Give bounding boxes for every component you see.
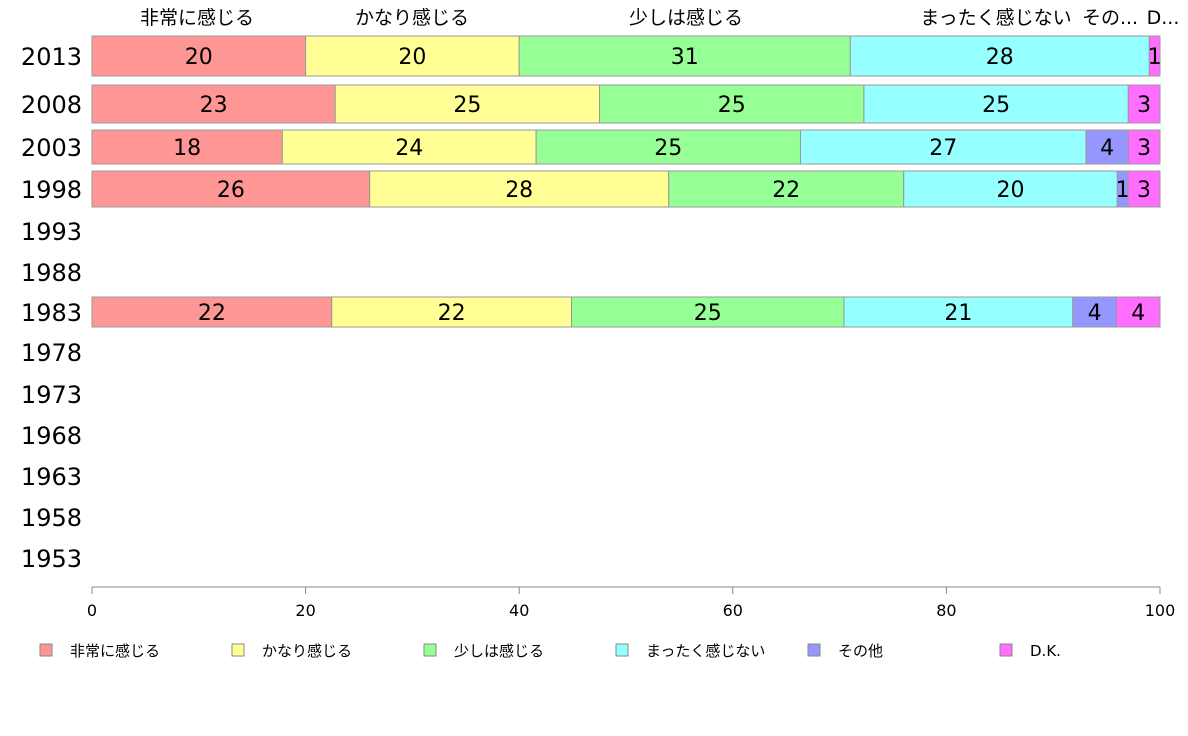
bar-segment (1115, 296, 1161, 328)
year-label: 1993 (21, 218, 82, 246)
year-label: 1983 (21, 299, 82, 327)
bar-segment (571, 296, 845, 328)
legend-swatch (423, 643, 437, 657)
legend-label: その他 (838, 642, 883, 660)
bar-segment (331, 296, 573, 328)
x-tick-label: 20 (295, 601, 315, 620)
year-label: 1958 (21, 504, 82, 532)
bar-segment (91, 84, 336, 124)
bar-segment (843, 296, 1074, 328)
legend-swatch (807, 643, 821, 657)
data-label: 27 (929, 136, 957, 161)
data-label: 4 (1131, 301, 1145, 326)
year-label: 2008 (21, 91, 82, 119)
bar-segment (1127, 84, 1161, 124)
data-label: 3 (1137, 93, 1151, 118)
top-category-label: かなり感じる (355, 7, 469, 29)
data-label: 28 (505, 178, 533, 203)
year-label: 1988 (21, 259, 82, 287)
x-tick-label: 0 (87, 601, 97, 620)
data-label: 26 (217, 178, 245, 203)
data-label: 23 (200, 93, 228, 118)
legend-label: D.K. (1030, 642, 1061, 660)
data-label: 25 (982, 93, 1010, 118)
data-label: 3 (1137, 136, 1151, 161)
year-label: 1998 (21, 176, 82, 204)
bar-segment (1127, 170, 1161, 208)
data-label: 25 (453, 93, 481, 118)
data-label: 28 (986, 45, 1014, 70)
year-label: 2013 (21, 43, 82, 71)
bar-segment (305, 35, 520, 77)
year-label: 2003 (21, 134, 82, 162)
bar-segment (799, 129, 1087, 165)
legend-swatch (39, 643, 53, 657)
bar-segment (599, 84, 865, 124)
data-label: 25 (694, 301, 722, 326)
data-label: 1 (1148, 45, 1162, 70)
data-label: 25 (654, 136, 682, 161)
data-label: 20 (398, 45, 426, 70)
legend-swatch (999, 643, 1013, 657)
top-category-label: まったく感じない (920, 7, 1071, 29)
x-tick-label: 80 (936, 601, 956, 620)
data-label: 31 (671, 45, 699, 70)
data-label: 22 (198, 301, 226, 326)
legend-swatch (231, 643, 245, 657)
x-tick-label: 60 (723, 601, 743, 620)
bar-segment (91, 296, 333, 328)
data-label: 22 (438, 301, 466, 326)
bar-segment (668, 170, 905, 208)
legend-label: まったく感じない (646, 642, 765, 660)
bar-segment (1085, 129, 1129, 165)
data-label: 25 (718, 93, 746, 118)
top-category-label: D... (1147, 7, 1180, 29)
data-label: 21 (944, 301, 972, 326)
x-tick-label: 40 (509, 601, 529, 620)
bar-segment (281, 129, 537, 165)
year-label: 1973 (21, 381, 82, 409)
data-label: 22 (772, 178, 800, 203)
top-category-label: 非常に感じる (140, 7, 254, 29)
data-label: 18 (173, 136, 201, 161)
bar-segment (91, 129, 283, 165)
x-tick-label: 100 (1145, 601, 1176, 620)
bar-segment (91, 35, 307, 77)
data-label: 24 (395, 136, 423, 161)
bar-segment (334, 84, 601, 124)
year-label: 1953 (21, 545, 82, 573)
bar-segment (863, 84, 1129, 124)
data-label: 1 (1116, 178, 1130, 203)
data-label: 4 (1088, 301, 1102, 326)
top-category-label: その... (1082, 7, 1138, 29)
data-label: 20 (996, 178, 1024, 203)
bar-segment (849, 35, 1150, 77)
data-label: 4 (1100, 136, 1114, 161)
year-label: 1978 (21, 339, 82, 367)
legend-label: 少しは感じる (454, 642, 544, 660)
data-label: 3 (1137, 178, 1151, 203)
data-label: 20 (185, 45, 213, 70)
bar-segment (1072, 296, 1117, 328)
top-category-label: 少しは感じる (629, 7, 743, 29)
legend-label: 非常に感じる (70, 642, 160, 660)
bar-segment (1127, 129, 1161, 165)
year-label: 1968 (21, 422, 82, 450)
legend-swatch (615, 643, 629, 657)
bar-segment (903, 170, 1118, 208)
year-label: 1963 (21, 463, 82, 491)
legend-label: かなり感じる (262, 642, 352, 660)
bar-segment (535, 129, 801, 165)
bar-segment (518, 35, 851, 77)
bar-segment (1148, 35, 1161, 77)
